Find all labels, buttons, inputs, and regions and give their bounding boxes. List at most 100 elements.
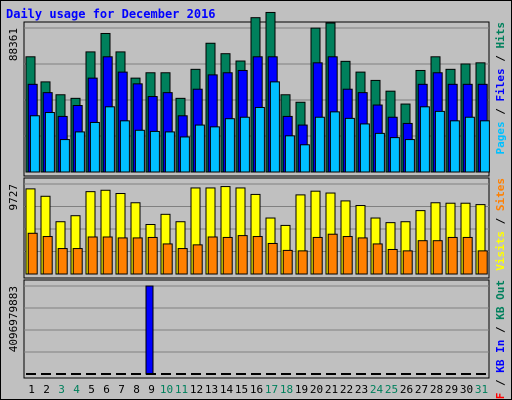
baseline-marker-day-4 xyxy=(71,373,81,375)
bar-pages-day-28 xyxy=(434,110,445,173)
bar-sites-day-28 xyxy=(432,240,443,275)
bar-pages-day-16 xyxy=(254,106,265,173)
bar-kb-in-day-9 xyxy=(145,285,154,375)
baseline-marker-day-25 xyxy=(386,373,396,375)
bar-sites-day-12 xyxy=(192,244,203,275)
x-tick-label: 30 xyxy=(460,383,473,396)
bar-pages-day-14 xyxy=(224,118,235,173)
bar-sites-day-16 xyxy=(252,236,263,275)
bar-pages-day-24 xyxy=(374,132,385,173)
bar-pages-day-6 xyxy=(104,106,115,173)
baseline-marker-day-24 xyxy=(371,373,381,375)
bar-sites-day-31 xyxy=(477,250,488,275)
legend-entry: Pages xyxy=(494,121,507,154)
legend-entry: KB Out xyxy=(494,280,507,320)
x-tick-label: 10 xyxy=(160,383,173,396)
bar-pages-day-26 xyxy=(404,139,415,173)
bar-pages-day-7 xyxy=(119,120,130,173)
scale-label-traffic: 88361 xyxy=(7,28,20,61)
series-kb-in xyxy=(145,285,154,375)
bar-sites-day-1 xyxy=(27,232,38,275)
chart-title: Daily usage for December 2016 xyxy=(6,7,216,21)
bar-sites-day-25 xyxy=(387,248,398,275)
bar-sites-day-7 xyxy=(117,237,128,275)
baseline-marker-day-17 xyxy=(266,373,276,375)
x-tick-label: 16 xyxy=(250,383,263,396)
bar-pages-day-15 xyxy=(239,116,250,173)
bar-sites-day-2 xyxy=(42,236,53,275)
baseline-marker-day-3 xyxy=(56,373,66,375)
bar-sites-day-23 xyxy=(357,237,368,275)
bar-sites-day-21 xyxy=(327,233,338,275)
legend-separator: / xyxy=(494,102,507,122)
x-tick-label: 27 xyxy=(415,383,428,396)
bar-pages-day-27 xyxy=(419,106,430,173)
x-tick-label: 4 xyxy=(73,383,80,396)
series-pages xyxy=(29,81,490,173)
baseline-marker-day-5 xyxy=(86,373,96,375)
bar-sites-day-29 xyxy=(447,236,458,275)
baseline-marker-day-16 xyxy=(251,373,261,375)
bar-sites-day-19 xyxy=(297,250,308,275)
x-tick-label: 31 xyxy=(475,383,488,396)
x-tick-label: 18 xyxy=(280,383,293,396)
bar-pages-day-18 xyxy=(284,135,295,173)
bar-sites-day-14 xyxy=(222,236,233,275)
bar-sites-day-27 xyxy=(417,240,428,275)
baseline-marker-day-15 xyxy=(236,373,246,375)
legend-separator: / xyxy=(494,49,507,69)
x-tick-label: 14 xyxy=(220,383,234,396)
baseline-marker-day-30 xyxy=(461,373,471,375)
bar-pages-day-17 xyxy=(269,81,280,173)
panel-border xyxy=(23,279,490,379)
panel-kbytes: 4096979883 KB F / KB In / KB Out xyxy=(7,279,507,400)
x-tick-label: 11 xyxy=(175,383,188,396)
baseline-marker-day-20 xyxy=(311,373,321,375)
baseline-marker-day-9 xyxy=(146,373,156,375)
bar-sites-day-22 xyxy=(342,236,353,275)
bar-pages-day-3 xyxy=(59,139,70,173)
bar-pages-day-25 xyxy=(389,137,400,173)
x-tick-label: 21 xyxy=(325,383,338,396)
bar-sites-day-8 xyxy=(132,237,143,275)
x-tick-label: 22 xyxy=(340,383,353,396)
x-axis-day-labels: 1 2 3 4 5 6 7 8 9 10 11 12 13 14 15 16 17 18 19 20 21 22 23 24 2… xyxy=(28,383,488,396)
x-tick-label: 19 xyxy=(295,383,308,396)
bar-sites-day-26 xyxy=(402,250,413,275)
baseline-marker-day-22 xyxy=(341,373,351,375)
x-tick-label: 15 xyxy=(235,383,248,396)
legend-entry: Visits xyxy=(494,231,507,271)
x-tick-label: 23 xyxy=(355,383,368,396)
baseline-marker-day-28 xyxy=(431,373,441,375)
series-sites xyxy=(27,232,488,275)
x-tick-label: 12 xyxy=(190,383,203,396)
baseline-marker-day-19 xyxy=(296,373,306,375)
legend-entry: KB In xyxy=(494,340,507,373)
legend-entry: Sites xyxy=(494,178,507,211)
x-tick-label: 1 xyxy=(28,383,35,396)
scale-label-kbytes: 4096979883 xyxy=(7,286,20,352)
x-tick-label: 3 xyxy=(58,383,65,396)
baseline-marker-day-27 xyxy=(416,373,426,375)
bar-pages-day-1 xyxy=(29,115,40,173)
baseline-marker-day-23 xyxy=(356,373,366,375)
bar-pages-day-10 xyxy=(164,131,175,173)
legend-visits: Visits / Sites xyxy=(494,178,507,271)
baseline-marker-day-12 xyxy=(191,373,201,375)
bar-sites-day-17 xyxy=(267,242,278,275)
panel-border xyxy=(23,177,490,279)
bar-pages-day-30 xyxy=(464,116,475,173)
baseline-marker-day-29 xyxy=(446,373,456,375)
bar-sites-day-13 xyxy=(207,236,218,275)
x-tick-label: 6 xyxy=(103,383,110,396)
x-tick-label: 26 xyxy=(400,383,413,396)
legend-separator: / xyxy=(494,211,507,231)
x-tick-label: 17 xyxy=(265,383,278,396)
x-tick-label: 29 xyxy=(445,383,458,396)
bar-sites-day-18 xyxy=(282,249,293,275)
bar-sites-day-20 xyxy=(312,236,323,275)
bar-sites-day-11 xyxy=(177,248,188,275)
baseline-marker-day-26 xyxy=(401,373,411,375)
